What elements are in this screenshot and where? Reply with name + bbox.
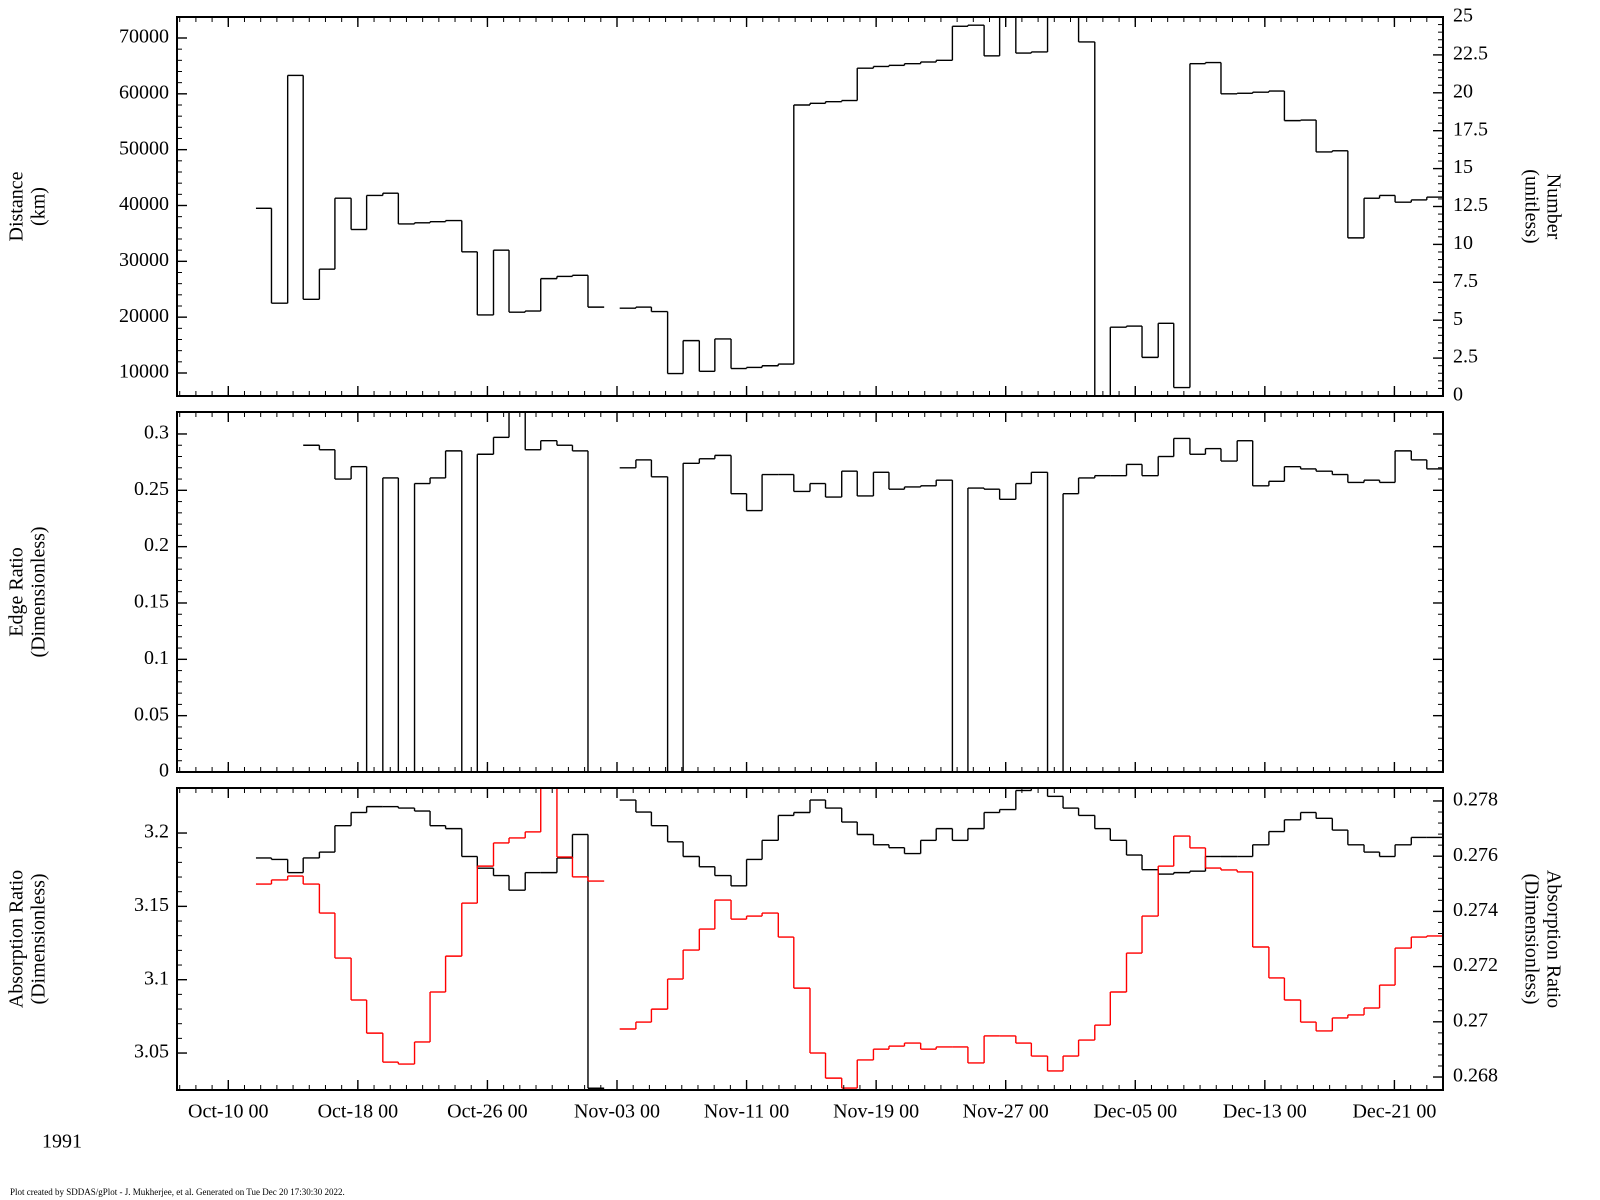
x-tick-label: Dec-13 00 <box>1223 1101 1307 1123</box>
y-axis-label: (Dimensionless) <box>28 526 50 657</box>
y2-axis-label: (Dimensionless) <box>1520 873 1542 1004</box>
y-tick-label: 3.15 <box>134 894 169 916</box>
y-tick-label: 0 <box>159 760 169 782</box>
y-tick-label: 70000 <box>119 26 169 48</box>
y2-tick-label: 15 <box>1453 156 1473 178</box>
y2-tick-label: 0.268 <box>1453 1065 1498 1087</box>
y2-tick-label: 0.274 <box>1453 899 1498 921</box>
x-tick-label: Nov-11 00 <box>704 1101 789 1123</box>
x-tick-label: Dec-05 00 <box>1093 1101 1177 1123</box>
y-axis-label: Distance <box>6 171 28 241</box>
y2-tick-label: 10 <box>1453 232 1473 254</box>
y-tick-label: 0.1 <box>144 647 169 669</box>
x-tick-label: Nov-19 00 <box>833 1101 919 1123</box>
footer: Plot created by SDDAS/gPlot - J. Mukherj… <box>10 1187 345 1197</box>
y-tick-label: 40000 <box>119 193 169 215</box>
y2-tick-label: 17.5 <box>1453 118 1488 140</box>
y-tick-label: 0.05 <box>134 703 169 725</box>
x-tick-label: Nov-03 00 <box>574 1101 660 1123</box>
y2-tick-label: 20 <box>1453 80 1473 102</box>
y-tick-label: 0.25 <box>134 478 169 500</box>
y-tick-label: 20000 <box>119 305 169 327</box>
y2-tick-label: 12.5 <box>1453 194 1488 216</box>
y2-axis-label: (unitless) <box>1520 169 1542 243</box>
y-axis-label: Edge Ratio <box>6 547 28 636</box>
y-tick-label: 10000 <box>119 361 169 383</box>
y-tick-label: 50000 <box>119 137 169 159</box>
x-tick-label: Dec-21 00 <box>1352 1101 1436 1123</box>
y2-tick-label: 0.27 <box>1453 1009 1488 1031</box>
x-tick-label: Oct-18 00 <box>318 1101 399 1123</box>
y2-tick-label: 22.5 <box>1453 42 1488 64</box>
frame <box>176 787 1444 1091</box>
y2-axis-label: Absorption Ratio <box>1542 870 1564 1008</box>
y2-tick-label: 0 <box>1453 384 1463 406</box>
y2-tick-label: 0.272 <box>1453 954 1498 976</box>
y2-tick-label: 5 <box>1453 308 1463 330</box>
y-tick-label: 3.2 <box>144 821 169 843</box>
y2-tick-label: 0.278 <box>1453 789 1498 811</box>
x-tick-label: Oct-26 00 <box>447 1101 528 1123</box>
y2-tick-label: 0.276 <box>1453 844 1498 866</box>
plot-area <box>255 17 1443 396</box>
y2-tick-label: 25 <box>1453 5 1473 27</box>
y2-tick-label: 2.5 <box>1453 346 1478 368</box>
y-tick-label: 3.05 <box>134 1041 169 1063</box>
y-tick-label: 0.15 <box>134 591 169 613</box>
y-tick-label: 0.3 <box>144 422 169 444</box>
y-axis-label: (Dimensionless) <box>28 873 50 1004</box>
y-tick-label: 3.1 <box>144 967 169 989</box>
y-tick-label: 0.2 <box>144 534 169 556</box>
plot-area <box>255 788 1443 1089</box>
y-axis-label: Absorption Ratio <box>6 870 28 1008</box>
y-axis-label: (km) <box>28 187 50 226</box>
plot-area <box>303 412 1443 772</box>
y2-axis-label: Number <box>1542 174 1564 240</box>
y2-tick-label: 7.5 <box>1453 270 1478 292</box>
year-label: 1991 <box>42 1131 82 1153</box>
y-tick-label: 30000 <box>119 249 169 271</box>
x-tick-label: Nov-27 00 <box>963 1101 1049 1123</box>
x-tick-label: Oct-10 00 <box>188 1101 269 1123</box>
y-tick-label: 60000 <box>119 81 169 103</box>
